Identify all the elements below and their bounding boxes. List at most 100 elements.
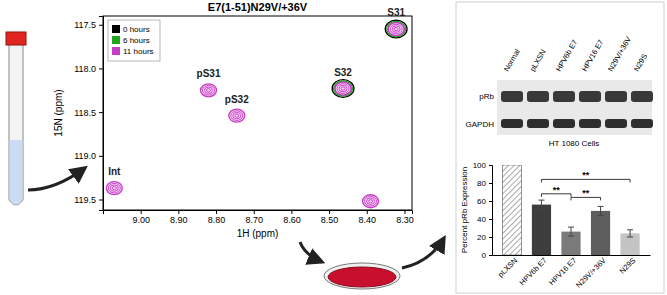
peak-label: Int (108, 166, 121, 177)
x-tick-mark (404, 210, 405, 214)
peak-label: pS31 (197, 68, 221, 79)
dish-rim (324, 263, 400, 289)
blot-band (605, 91, 627, 102)
y-tick-mark (99, 200, 103, 201)
x-tick-label: 8.70 (245, 215, 263, 225)
bar-y-axis-line (489, 166, 493, 256)
blot-band (527, 91, 549, 102)
x-tick-label: 8.80 (208, 215, 226, 225)
error-cap (538, 209, 544, 210)
y-tick: 119.5 (74, 195, 103, 205)
bar-y-tick: 40 (477, 215, 492, 224)
blot-band (501, 91, 523, 102)
lane-label: HPV16 E7 (580, 38, 605, 73)
nmr-tube (6, 32, 26, 205)
tube-cap (6, 32, 26, 45)
bar (502, 165, 521, 255)
bar-y-tick-label: 0 (482, 251, 487, 260)
legend-label: 11 hours (123, 47, 154, 56)
significance-label: ** (553, 185, 561, 195)
arrow (300, 242, 322, 262)
bar-x-tick: HPV16 E7 (547, 255, 578, 287)
panel-frame (456, 2, 664, 293)
peak-contour (335, 82, 351, 95)
error-bar (571, 227, 572, 236)
x-tick: 8.80 (208, 210, 226, 225)
peak-contour (388, 23, 404, 36)
bar-x-tick: N29V/+36V (574, 255, 608, 290)
peak-contour (205, 87, 213, 93)
blot-caption: HT 1080 Cells (549, 139, 600, 148)
y-tick-mark (99, 25, 103, 26)
row-label: pRb (479, 92, 494, 101)
error-cap (598, 206, 604, 207)
error-cap (627, 229, 633, 230)
peak-contour (108, 183, 120, 193)
bar (620, 233, 639, 255)
lane-label: Normal (502, 47, 522, 73)
blot-membrane (497, 80, 652, 135)
bar-y-tick: 60 (477, 197, 492, 206)
peak-contour (229, 109, 245, 122)
x-tick-mark (367, 210, 368, 214)
x-tick-mark (291, 210, 292, 214)
peak-contour (385, 20, 407, 38)
x-tick: 9.00 (132, 210, 150, 225)
x-tick-mark (178, 210, 179, 214)
bar-x-axis: pLXSNHPV6b E7HPV16 E7N29V/+36VN29S (493, 255, 651, 290)
peak-contour (336, 83, 350, 94)
peak-contour (235, 114, 239, 117)
error-cap (598, 215, 604, 216)
petri-dish (324, 263, 400, 289)
bar-y-tick-mark (489, 219, 492, 220)
blot-band (553, 119, 575, 128)
peak-contour (334, 81, 353, 96)
bar-y-tick-label: 80 (477, 179, 486, 188)
y-tick-mark (99, 68, 103, 69)
lane-label: HPV6b E7 (554, 38, 579, 73)
peak-contour (369, 200, 373, 203)
peak-contour (390, 24, 402, 34)
y-tick-label: 119.0 (74, 151, 96, 161)
x-tick-label: 8.50 (321, 215, 339, 225)
bar-y-tick-label: 40 (477, 215, 486, 224)
bar (591, 211, 610, 255)
bar-y-tick: 20 (477, 233, 492, 242)
error-cap (568, 227, 574, 228)
x-tick: 8.90 (170, 210, 188, 225)
chart-title: E7(1-51)N29V/+36V (208, 1, 308, 13)
peak-contour (339, 85, 347, 91)
legend-label: 0 hours (123, 25, 150, 34)
peak-label: pS32 (225, 94, 249, 105)
bar-y-axis: 020406080100 (473, 161, 493, 260)
bar-y-tick: 80 (477, 179, 492, 188)
x-tick-mark (254, 210, 255, 214)
bar-y-tick: 0 (482, 251, 492, 260)
legend-swatch (112, 36, 120, 44)
x-tick: 8.30 (396, 210, 414, 225)
bar-x-tick: N29S (618, 255, 638, 276)
tube-glass (9, 44, 23, 205)
x-axis-line (104, 211, 413, 215)
bar-y-tick-label: 60 (477, 197, 486, 206)
peak-contour (112, 187, 116, 190)
x-tick-label: 8.90 (170, 215, 188, 225)
significance-label: ** (582, 188, 590, 198)
peak-contour (106, 182, 122, 195)
x-tick-mark (141, 210, 142, 214)
y-tick: 119.0 (74, 151, 103, 161)
legend-box (108, 20, 160, 61)
significance-label: ** (582, 170, 590, 180)
peak-contour (207, 89, 211, 92)
blot-band (527, 119, 549, 128)
blot-band (631, 119, 653, 128)
legend: 0 hours6 hours11 hours (108, 20, 160, 61)
bar-y-tick-label: 20 (477, 233, 486, 242)
x-tick-mark (329, 210, 330, 214)
bar-y-tick-mark (489, 255, 492, 256)
x-tick: 8.70 (245, 210, 263, 225)
x-tick: 8.50 (321, 210, 339, 225)
arrow (402, 238, 444, 268)
y-tick-mark (99, 112, 103, 113)
legend-swatch (112, 47, 120, 55)
